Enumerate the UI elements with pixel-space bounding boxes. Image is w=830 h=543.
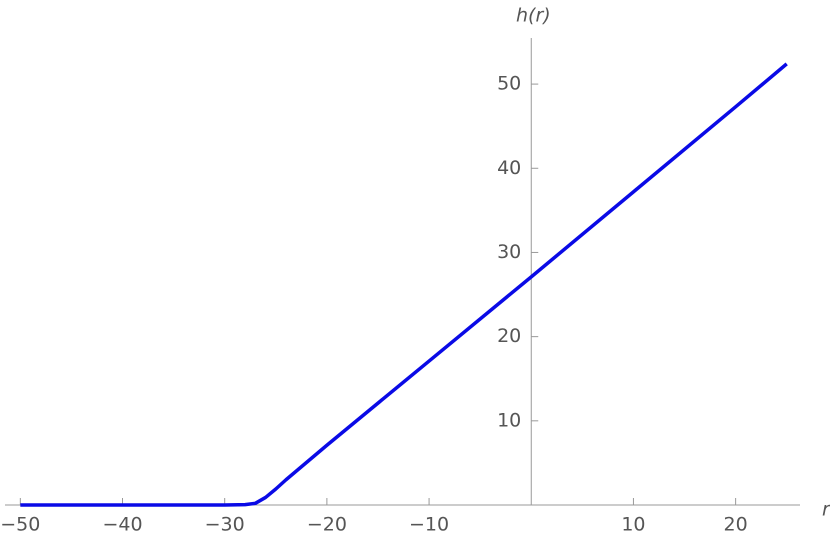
y-tick-label: 40 xyxy=(497,157,521,179)
x-tick-label: 20 xyxy=(724,514,748,536)
data-line xyxy=(20,62,788,507)
x-tick-label: −30 xyxy=(205,514,245,536)
y-tick-label: 20 xyxy=(497,325,521,347)
y-axis-label: h(r) xyxy=(516,5,551,27)
x-tick-label: −50 xyxy=(0,514,40,536)
x-tick-label: −40 xyxy=(102,514,142,536)
x-axis-label: r xyxy=(822,499,830,521)
x-tick-label: 10 xyxy=(621,514,645,536)
y-tick-label: 30 xyxy=(497,241,521,263)
x-tick-label: −10 xyxy=(409,514,449,536)
y-tick-label: 10 xyxy=(497,409,521,431)
y-tick-label: 50 xyxy=(497,73,521,95)
x-tick-label: −20 xyxy=(307,514,347,536)
